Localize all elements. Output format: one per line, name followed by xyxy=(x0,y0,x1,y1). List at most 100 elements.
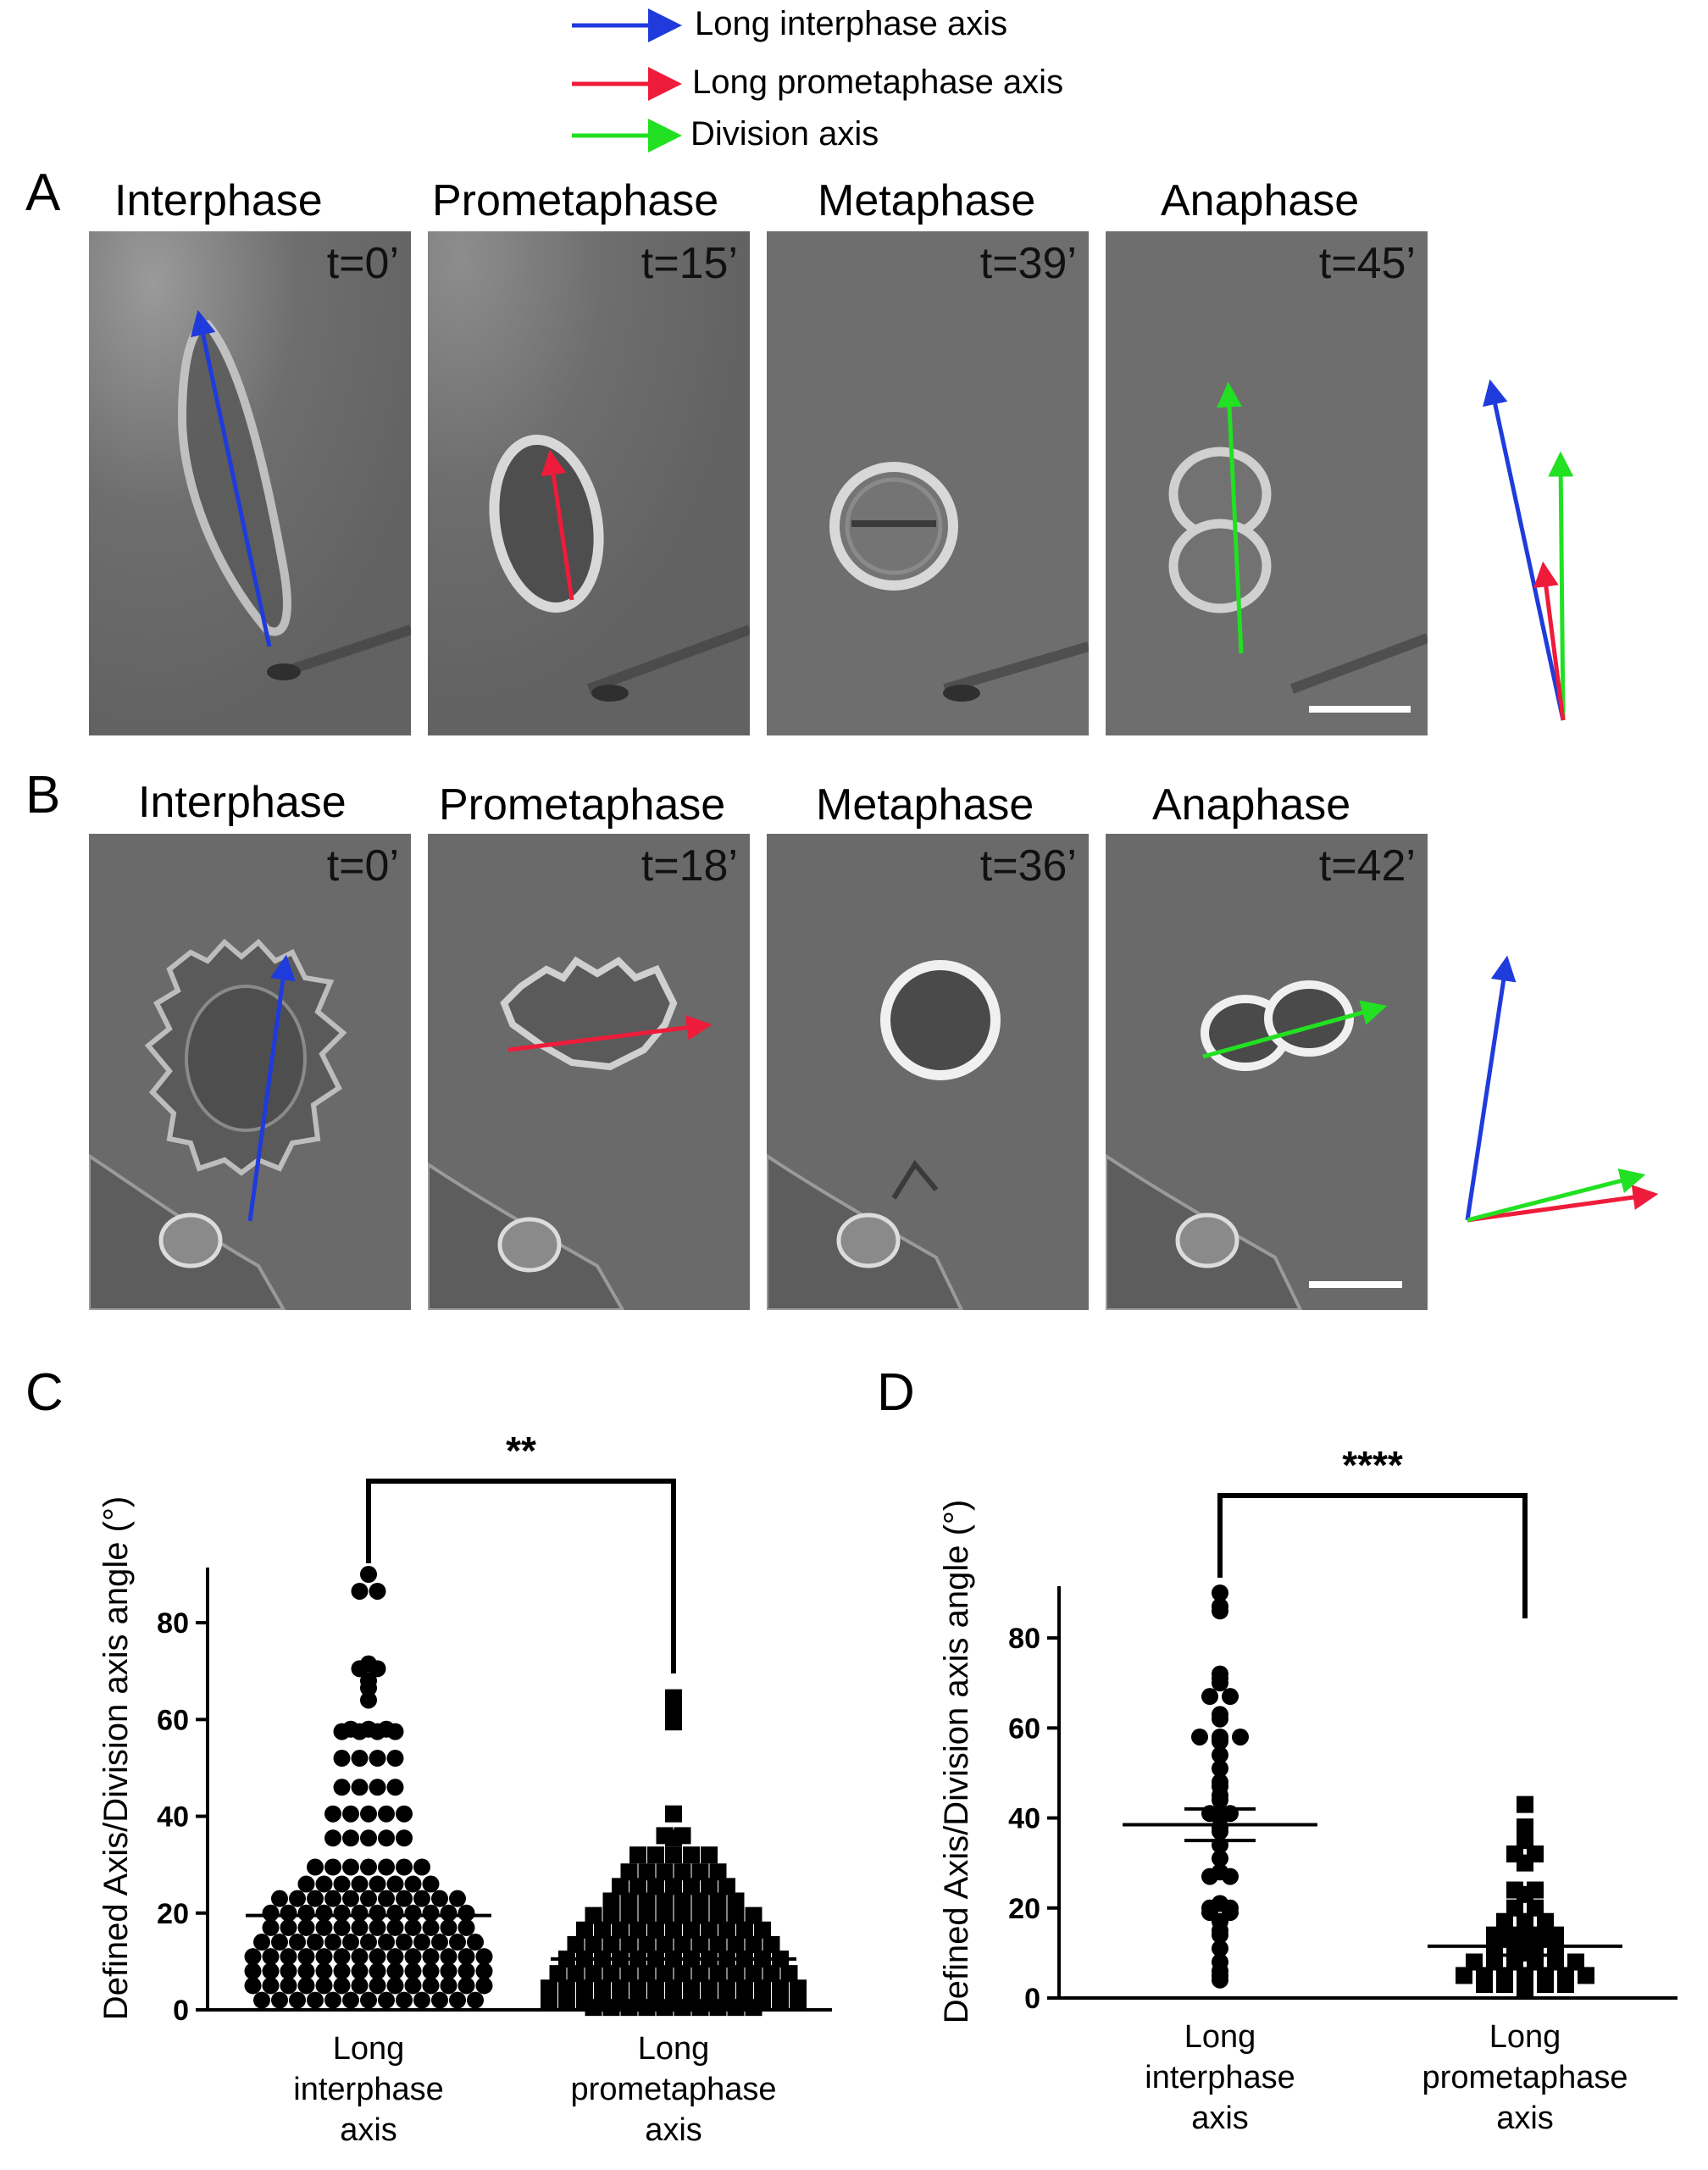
data-point xyxy=(567,1965,585,1983)
summary-arrow-prometaphase xyxy=(1533,561,1566,721)
data-point xyxy=(351,1904,369,1922)
legend-arrows xyxy=(572,8,682,153)
x-category-label: Long interphase axis xyxy=(293,2031,443,2148)
data-point xyxy=(558,1979,575,1997)
data-point xyxy=(665,1805,682,1823)
data-point xyxy=(386,1948,404,1966)
data-point xyxy=(342,1829,359,1847)
interphase-axis-arrow xyxy=(191,309,272,647)
data-point xyxy=(1191,1728,1208,1745)
data-point xyxy=(754,1979,771,1997)
data-point xyxy=(333,1918,351,1936)
x-category-label: Long prometaphase axis xyxy=(571,2031,777,2148)
data-point xyxy=(449,1890,466,1907)
panel-b-micrograph-metaphase: t=36’ xyxy=(767,834,1089,1310)
panel-b-time-label-3: t=36’ xyxy=(979,841,1077,891)
data-point xyxy=(386,1750,404,1768)
summary-arrow-interphase xyxy=(1465,955,1517,1221)
data-point xyxy=(280,1948,297,1966)
data-point xyxy=(620,1935,638,1953)
data-point xyxy=(647,1979,664,1997)
data-point xyxy=(780,1965,798,1983)
panel-b-micrograph-interphase: t=0’ xyxy=(89,834,411,1310)
data-point xyxy=(576,1921,593,1939)
data-point xyxy=(360,1691,377,1709)
data-point xyxy=(378,1890,395,1907)
panel-b-micrograph-anaphase: t=42’ xyxy=(1106,834,1428,1310)
data-point xyxy=(360,1934,377,1951)
panel-a-micrograph-metaphase: t=39’ xyxy=(767,231,1089,735)
data-point xyxy=(691,1935,709,1953)
data-point xyxy=(683,1979,700,1997)
data-point xyxy=(629,1979,646,1997)
data-point xyxy=(620,1863,638,1881)
data-point xyxy=(360,1858,377,1876)
cell-image xyxy=(767,834,1089,1310)
data-point xyxy=(718,1921,735,1939)
data-point xyxy=(674,1965,691,1983)
data-point xyxy=(475,1977,493,1995)
data-point xyxy=(271,1890,288,1907)
data-point xyxy=(404,1875,422,1893)
data-point xyxy=(369,1750,386,1768)
data-point xyxy=(262,1977,280,1995)
data-point xyxy=(638,1965,656,1983)
data-point xyxy=(386,1779,404,1796)
data-point xyxy=(396,1934,413,1951)
data-point xyxy=(324,1890,341,1907)
data-point xyxy=(431,1934,448,1951)
panel-b-time-label-1: t=0’ xyxy=(326,841,399,891)
data-point xyxy=(449,1991,466,2009)
data-point xyxy=(665,1846,682,1864)
data-point xyxy=(324,1858,341,1876)
data-point xyxy=(396,1805,413,1823)
panel-b-phase-label-4: Anaphase xyxy=(1152,780,1351,830)
y-tick-label: 60 xyxy=(157,1704,189,1736)
data-point xyxy=(638,1863,656,1881)
data-point xyxy=(674,1892,691,1910)
data-point xyxy=(271,1934,288,1951)
data-point xyxy=(1212,1710,1228,1728)
data-point xyxy=(683,1878,700,1895)
data-point xyxy=(289,1934,306,1951)
data-point xyxy=(745,1935,762,1953)
data-point xyxy=(1476,1976,1493,1994)
data-point xyxy=(585,1999,602,2017)
data-point xyxy=(754,1921,771,1939)
y-tick-label: 40 xyxy=(157,1801,189,1834)
data-point xyxy=(315,1904,333,1922)
data-point xyxy=(369,1723,386,1740)
data-point xyxy=(674,1906,691,1924)
data-point xyxy=(324,1829,341,1847)
cell-image xyxy=(1106,231,1428,735)
data-point xyxy=(440,1904,458,1922)
panel-a-phase-label-4: Anaphase xyxy=(1161,176,1360,225)
data-point xyxy=(333,1904,351,1922)
y-tick-label: 80 xyxy=(1008,1623,1040,1655)
data-point xyxy=(656,1906,674,1924)
data-point xyxy=(709,1935,727,1953)
data-point xyxy=(458,1962,475,1980)
data-point xyxy=(360,1679,377,1697)
data-point xyxy=(594,1921,611,1939)
interphase-axis-arrow xyxy=(247,954,296,1222)
data-point xyxy=(369,1904,386,1922)
data-point xyxy=(772,1994,789,2012)
data-point xyxy=(629,1878,646,1895)
data-point xyxy=(378,1858,395,1876)
data-point xyxy=(1547,1940,1564,1957)
data-point xyxy=(1201,1868,1218,1885)
legend-label-division: Division axis xyxy=(690,115,879,153)
data-point xyxy=(280,1904,297,1922)
panel-letter-a: A xyxy=(25,164,61,222)
division-axis-arrow xyxy=(1202,1000,1388,1059)
data-point xyxy=(638,1892,656,1910)
data-point xyxy=(745,1999,762,2017)
data-point xyxy=(289,1991,306,2009)
data-point xyxy=(369,1582,386,1600)
prometaphase-axis-arrow xyxy=(541,449,574,601)
data-point xyxy=(629,1921,646,1939)
data-point xyxy=(629,1846,646,1864)
data-point xyxy=(691,1906,709,1924)
data-point xyxy=(1527,1899,1544,1917)
